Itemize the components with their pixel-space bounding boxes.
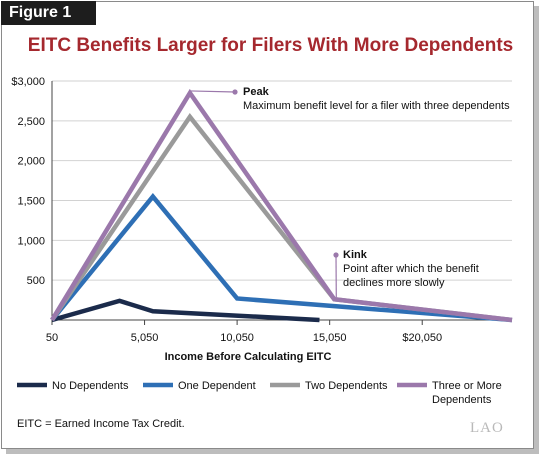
y-tick-label: 500 bbox=[27, 275, 45, 287]
series-line-no-dependents bbox=[51, 298, 320, 323]
gridlines bbox=[52, 80, 512, 281]
legend-label: No Dependents bbox=[52, 380, 129, 392]
annotations: Peak Maximum benefit level for a filer wi… bbox=[189, 86, 510, 298]
peak-title: Peak bbox=[243, 86, 270, 98]
y-tick-label: 1,500 bbox=[17, 196, 45, 208]
legend-label: Three or More bbox=[432, 380, 502, 392]
peak-leader-line bbox=[189, 90, 236, 93]
legend-label: Dependents bbox=[432, 394, 492, 406]
lao-logo: LAO bbox=[470, 420, 504, 436]
tick-labels: 500 1,000 1,500 2,000 2,500 $3,000 50 5,050 10,0… bbox=[11, 76, 442, 344]
x-tick-label: $20,050 bbox=[402, 332, 442, 344]
peak-text: Maximum benefit level for a filer with t… bbox=[243, 100, 510, 112]
chart-title: EITC Benefits Larger for Filers With Mor… bbox=[27, 35, 514, 56]
legend: No Dependents One Dependent Two Dependents… bbox=[17, 380, 502, 406]
peak-dot bbox=[232, 89, 238, 95]
kink-dot bbox=[333, 252, 339, 258]
series-line-two-dependents bbox=[50, 113, 513, 323]
series-line-three-or-more-dependents bbox=[50, 88, 513, 323]
legend-label: Two Dependents bbox=[305, 380, 388, 392]
x-tick-label: 50 bbox=[46, 332, 58, 344]
x-tick-label: 15,050 bbox=[313, 332, 347, 344]
legend-label: One Dependent bbox=[178, 380, 256, 392]
x-axis-label: Income Before Calculating EITC bbox=[165, 351, 332, 363]
y-tick-label: 2,500 bbox=[17, 116, 45, 128]
y-tick-label: 1,000 bbox=[17, 235, 45, 247]
footnote: EITC = Earned Income Tax Credit. bbox=[17, 418, 185, 430]
x-tick-label: 5,050 bbox=[131, 332, 159, 344]
x-tick-label: 10,050 bbox=[220, 332, 254, 344]
y-tick-label: 2,000 bbox=[17, 156, 45, 168]
y-tick-label: $3,000 bbox=[11, 76, 45, 88]
kink-text-2: declines more slowly bbox=[343, 277, 445, 289]
series-line-one-dependent bbox=[50, 192, 513, 323]
figure-frame bbox=[1, 1, 534, 449]
kink-title: Kink bbox=[343, 249, 368, 261]
series-lines bbox=[50, 88, 513, 323]
kink-text-1: Point after which the benefit bbox=[343, 263, 479, 275]
figure-label: Figure 1 bbox=[1, 1, 96, 25]
